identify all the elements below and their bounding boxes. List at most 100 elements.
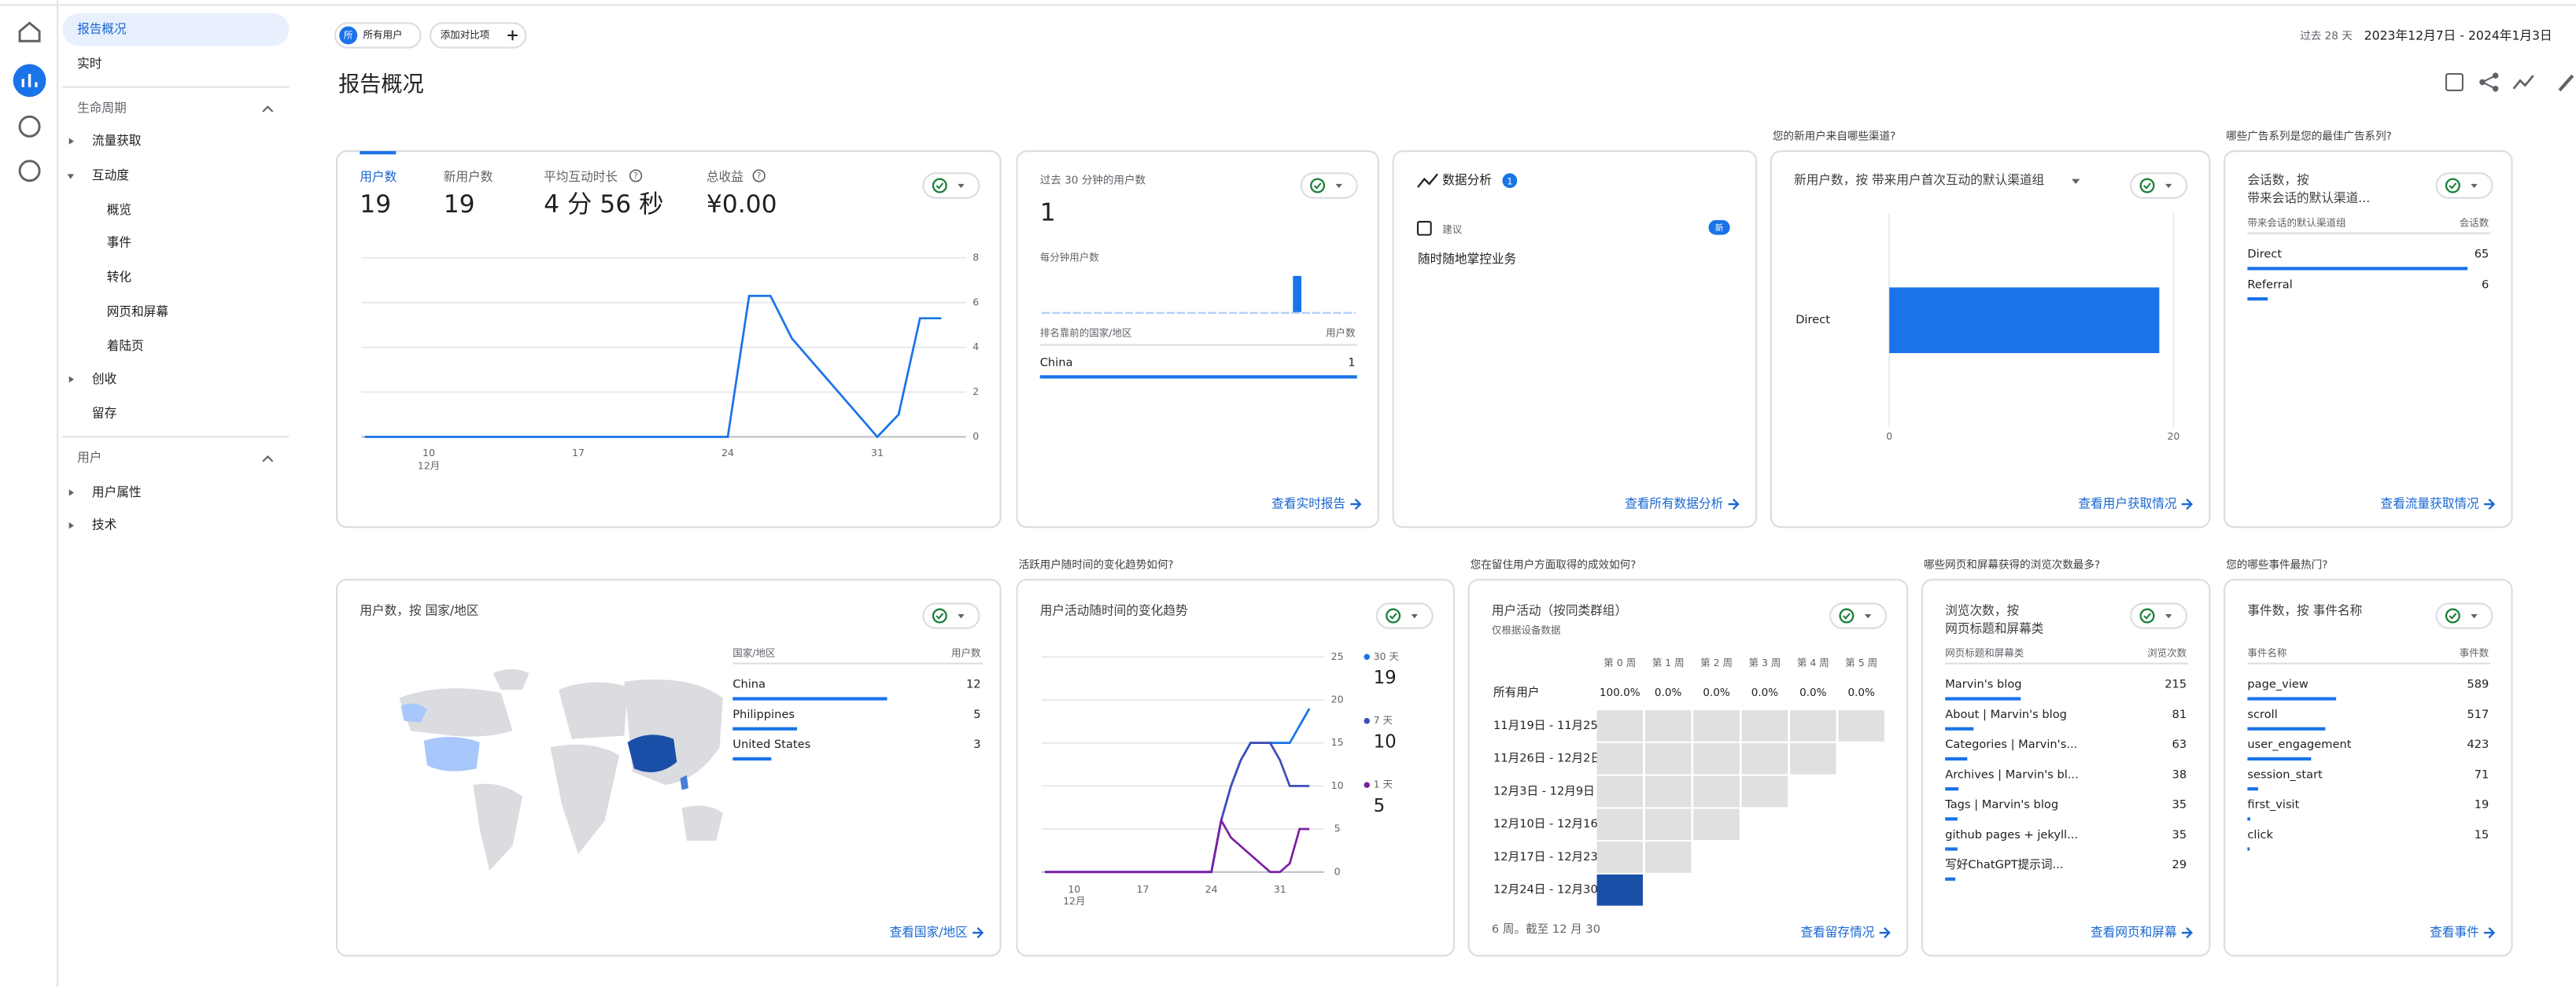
compare-chip[interactable] <box>430 22 527 49</box>
row-label: Philippines <box>733 708 795 721</box>
cohort-cell <box>1596 874 1644 906</box>
nav-item[interactable]: 报告概况 <box>77 21 127 36</box>
nav-item[interactable]: 转化 <box>107 269 132 284</box>
nav-item[interactable]: 创收 <box>92 371 117 386</box>
table-header: 事件名称 <box>2247 647 2286 659</box>
metric-label[interactable]: 平均互动时长 <box>544 169 618 184</box>
check-icon <box>2445 178 2460 193</box>
nav-item[interactable]: 流量获取 <box>92 133 142 148</box>
legend-value: 10 <box>1374 731 1397 752</box>
metric-value: 4 分 56 秒 <box>544 190 663 219</box>
row-label: scroll <box>2247 708 2277 721</box>
chevron-icon <box>262 455 274 462</box>
cohort-cell <box>1790 710 1836 742</box>
cell-value: 0.0% <box>1799 687 1827 699</box>
arrow-icon <box>2181 926 2194 939</box>
check-icon <box>1839 608 1854 624</box>
card-link[interactable]: 查看用户获取情况 <box>2078 496 2177 511</box>
y-tick-label: 0 <box>972 430 979 442</box>
explore-icon[interactable] <box>18 115 41 138</box>
compare-button[interactable] <box>2435 602 2493 629</box>
compare-button[interactable] <box>2435 172 2493 199</box>
audience-chip[interactable] <box>334 22 422 49</box>
nav-item[interactable]: 留存 <box>92 406 116 421</box>
card-footer: 6 周。截至 12 月 30 <box>1492 923 1600 936</box>
row-label: About | Marvin's blog <box>1945 708 2067 721</box>
nav-item[interactable]: 用户属性 <box>92 484 142 499</box>
compare-button[interactable] <box>922 602 980 629</box>
metric-label[interactable]: 新用户数 <box>444 169 493 184</box>
insight-text[interactable]: 随时随地掌控业务 <box>1418 251 1517 266</box>
nav-item[interactable]: 着陆页 <box>107 338 144 353</box>
nav-item[interactable]: 实时 <box>77 56 102 71</box>
table-header: 浏览次数 <box>2147 647 2187 659</box>
home-icon[interactable] <box>18 21 41 42</box>
card-link[interactable]: 查看网页和屏幕 <box>2091 925 2177 940</box>
compare-button[interactable] <box>2130 602 2188 629</box>
legend-dot <box>1364 654 1370 661</box>
events-card <box>2224 579 2513 957</box>
insights-icon[interactable] <box>2512 75 2534 90</box>
nav-item[interactable]: 技术 <box>92 517 117 532</box>
card-link[interactable]: 查看国家/地区 <box>890 925 968 940</box>
table-header: 会话数 <box>2460 217 2489 229</box>
row-label: China <box>1040 356 1073 370</box>
realtime-card <box>1016 150 1379 528</box>
row-value: 65 <box>2475 248 2489 261</box>
arrow-icon <box>1350 498 1362 510</box>
cell-value: 100.0% <box>1600 687 1640 699</box>
row-label: 所有用户 <box>1493 686 1539 699</box>
date-range[interactable]: 2023年12月7日 - 2024年1月3日 <box>2364 28 2552 42</box>
insights-icon <box>1417 173 1438 188</box>
card-question: 哪些网页和屏幕获得的浏览次数最多? <box>1924 558 2100 571</box>
y-tick-label: 4 <box>972 341 979 352</box>
compare-button[interactable] <box>1375 602 1434 629</box>
cohort-cell <box>1596 710 1644 742</box>
new-badge <box>1708 219 1730 235</box>
card-title: 用户活动（按同类群组） <box>1492 602 1627 617</box>
row-label: Marvin's blog <box>1945 678 2021 691</box>
compare-button[interactable] <box>2130 172 2188 199</box>
compare-button[interactable] <box>1829 602 1888 629</box>
metric-label[interactable]: 用户数 <box>360 169 397 184</box>
card-link[interactable]: 查看流量获取情况 <box>2381 496 2480 511</box>
cohort-cell <box>1693 742 1740 775</box>
country-united-states-alaska <box>400 703 427 723</box>
edit-icon[interactable] <box>2558 74 2574 92</box>
caret <box>958 183 965 189</box>
cell-value: 0.0% <box>1655 687 1682 699</box>
nav-section[interactable]: 生命周期 <box>77 100 127 115</box>
card-link[interactable]: 查看留存情况 <box>1800 925 1874 940</box>
y-tick-label: 6 <box>972 296 979 308</box>
count-badge <box>1502 173 1518 189</box>
metric-label[interactable]: 总收益 <box>707 169 744 184</box>
nav-item[interactable]: 概览 <box>107 202 131 217</box>
share-icon[interactable] <box>2479 72 2499 92</box>
nav-section[interactable]: 用户 <box>77 450 101 465</box>
country-united-states <box>423 737 480 772</box>
expand-icon <box>68 489 74 496</box>
caret <box>1335 183 1342 189</box>
expand-icon <box>68 138 74 145</box>
table-header: 带来会话的默认渠道组 <box>2247 217 2345 229</box>
compare-button[interactable] <box>1300 172 1358 199</box>
x-tick-label: 17 <box>1137 883 1150 895</box>
row-bar <box>1039 375 1357 379</box>
cohort-cell <box>1596 742 1644 775</box>
row-bar <box>733 697 888 701</box>
arrow-icon <box>2484 498 2496 510</box>
advertising-icon[interactable] <box>18 160 41 182</box>
reports-glyph <box>21 74 38 87</box>
card-link[interactable]: 查看所有数据分析 <box>1625 496 1723 511</box>
row-bar <box>1945 727 1974 731</box>
nav-item[interactable]: 事件 <box>107 235 131 250</box>
card-question: 活跃用户随时间的变化趋势如何? <box>1019 558 1174 571</box>
nav-item[interactable]: 网页和屏幕 <box>107 304 169 319</box>
column-header: 第 2 周 <box>1700 657 1733 668</box>
compare-button[interactable] <box>922 172 980 199</box>
card-link[interactable]: 查看实时报告 <box>1271 496 1345 511</box>
chart-subtitle: 每分钟用户数 <box>1040 251 1100 263</box>
customize-icon[interactable] <box>2445 72 2463 91</box>
nav-item[interactable]: 互动度 <box>92 168 129 182</box>
card-link[interactable]: 查看事件 <box>2430 925 2479 940</box>
